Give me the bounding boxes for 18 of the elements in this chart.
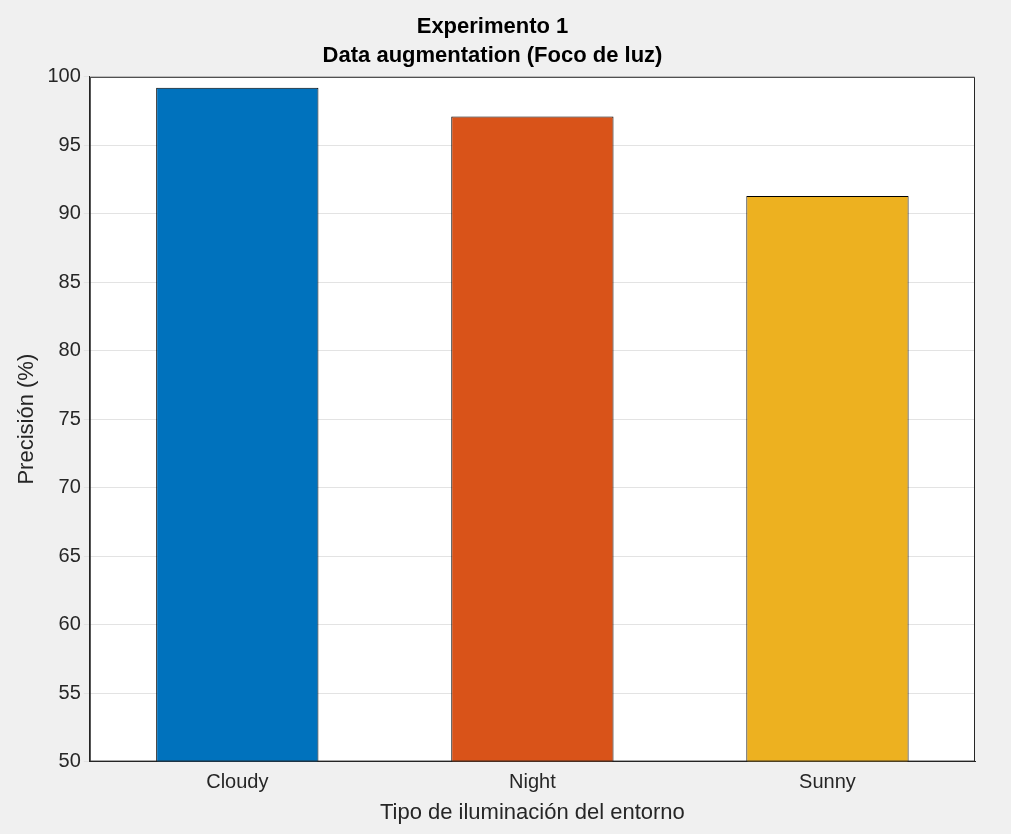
y-tick-label: 70 [58,475,81,498]
x-tick-label: Sunny [799,770,856,793]
y-tick-label: 60 [58,612,81,635]
y-tick-label: 85 [58,269,81,292]
chart-title: Experimento 1 [416,13,569,39]
x-tick-label: Cloudy [206,770,269,793]
y-tick-label: 75 [58,406,81,429]
x-axis-title: Tipo de iluminación del entorno [379,798,685,824]
y-tick-label: 90 [58,201,81,224]
y-tick-label: 80 [58,338,81,361]
x-tick-label: Night [509,770,557,793]
y-tick-label: 100 [47,64,81,87]
y-tick-label: 50 [58,749,81,772]
y-tick-label: 65 [58,543,81,566]
y-tick-label: 95 [58,132,81,155]
y-tick-label: 55 [58,680,81,703]
chart-subtitle: Data augmentation (Foco de luz) [322,41,663,67]
y-axis-title: Precisión (%) [13,353,39,485]
